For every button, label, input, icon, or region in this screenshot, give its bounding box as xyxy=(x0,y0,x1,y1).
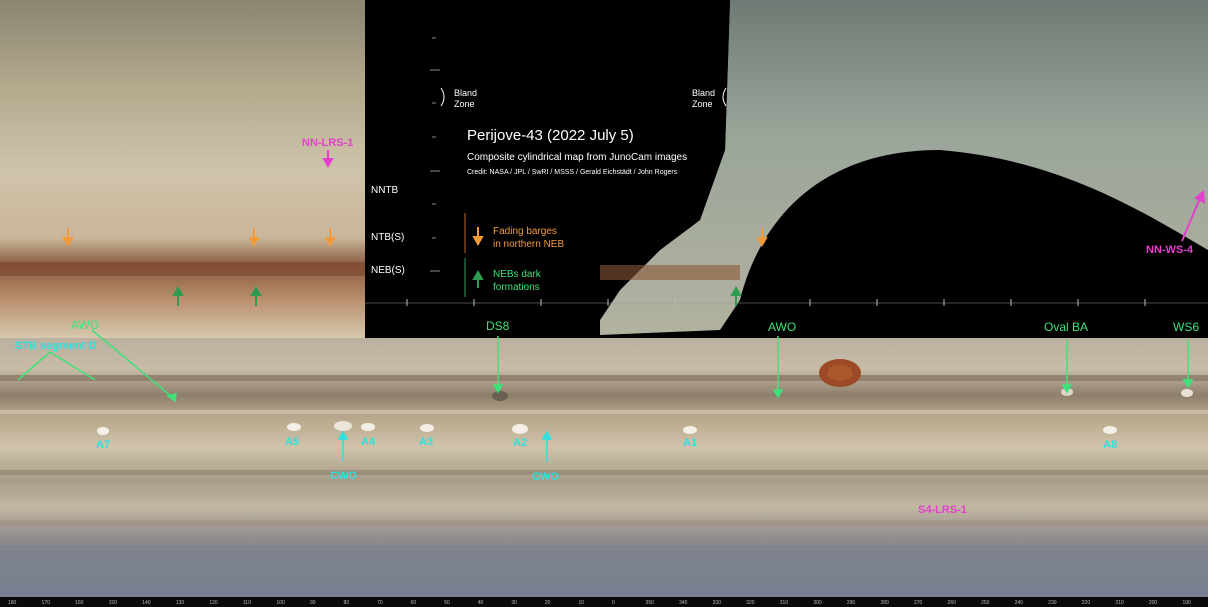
longitude-tick-label: 130 xyxy=(175,600,185,606)
north-centre-void xyxy=(365,0,730,320)
longitude-tick-label: 40 xyxy=(477,600,484,606)
longitude-tick-label: 0 xyxy=(612,600,615,606)
feature-a7: A7 xyxy=(96,439,111,451)
longitude-tick-label: 150 xyxy=(108,600,117,606)
north-left-imagery xyxy=(0,0,365,340)
legend-orange-line1: Fading barges xyxy=(493,226,557,237)
feature-oval-ba: Oval BA xyxy=(1044,320,1089,334)
feature-a4: A4 xyxy=(361,436,376,448)
bland-zone-left-line1: Bland xyxy=(454,88,478,98)
longitude-tick-label: 320 xyxy=(746,600,755,606)
longitude-tick-label: 350 xyxy=(645,600,654,606)
longitude-tick-label: 240 xyxy=(1014,600,1023,606)
longitude-tick-label: 70 xyxy=(377,600,383,606)
feature-a8: A8 xyxy=(1103,439,1118,451)
feature-awo-left: AWO xyxy=(71,318,100,332)
longitude-tick-label: 140 xyxy=(142,600,151,606)
longitude-tick-label: 60 xyxy=(410,600,417,606)
bland-zone-left-line2: Zone xyxy=(454,99,475,109)
feature-a5: A5 xyxy=(285,436,300,448)
longitude-tick-label: 10 xyxy=(578,600,584,606)
feature-ds8: DS8 xyxy=(486,319,510,333)
longitude-tick-label: 210 xyxy=(1115,600,1124,606)
legend-green-line1: NEBs dark xyxy=(493,269,541,280)
longitude-tick-label: 20 xyxy=(544,600,551,606)
longitude-tick-label: 90 xyxy=(310,600,316,606)
legend-orange-line2: in northern NEB xyxy=(493,239,565,250)
feature-s4-lrs-1: S4-LRS-1 xyxy=(918,504,967,516)
longitude-tick-label: 30 xyxy=(511,600,517,606)
feature-a2: A2 xyxy=(513,437,528,449)
bland-zone-right-line1: Bland xyxy=(692,88,716,98)
longitude-tick-label: 340 xyxy=(679,600,688,606)
longitude-tick-label: 290 xyxy=(846,600,856,606)
longitude-tick-label: 250 xyxy=(981,600,990,606)
north-right-imagery xyxy=(600,0,1208,335)
longitude-tick-label: 100 xyxy=(276,600,285,606)
longitude-tick-label: 220 xyxy=(1081,600,1091,606)
legend-green-line2: formations xyxy=(493,282,540,293)
feature-a1: A1 xyxy=(683,437,698,449)
map-title: Perijove-43 (2022 July 5) xyxy=(467,127,634,144)
bland-zone-right-line2: Zone xyxy=(692,99,713,109)
map-subtitle: Composite cylindrical map from JunoCam i… xyxy=(467,152,688,163)
longitude-tick-label: 270 xyxy=(914,600,923,606)
longitude-tick-label: 170 xyxy=(41,600,50,606)
feature-nn-ws-4: NN-WS-4 xyxy=(1146,244,1194,256)
longitude-tick-label: 120 xyxy=(209,600,218,606)
feature-cwo-left: CWO xyxy=(330,470,357,482)
band-nebs: NEB(S) xyxy=(371,265,405,276)
band-ntbs: NTB(S) xyxy=(371,232,405,243)
longitude-tick-label: 330 xyxy=(712,600,721,606)
longitude-tick-label: 180 xyxy=(8,600,17,606)
south-imagery xyxy=(0,338,1208,597)
longitude-tick-label: 200 xyxy=(1148,600,1158,606)
band-nntb: NNTB xyxy=(371,185,399,196)
feature-nn-lrs-1: NN-LRS-1 xyxy=(302,137,354,149)
longitude-tick-label: 300 xyxy=(813,600,822,606)
feature-a3: A3 xyxy=(419,436,434,448)
feature-stb-segment: STB segment D xyxy=(15,340,97,352)
longitude-tick-label: 310 xyxy=(779,600,789,606)
longitude-tick-label: 260 xyxy=(947,600,956,606)
longitude-tick-label: 190 xyxy=(1182,600,1191,606)
feature-ws6: WS6 xyxy=(1173,320,1200,334)
longitude-tick-label: 110 xyxy=(242,600,251,606)
longitude-tick-label: 230 xyxy=(1048,600,1057,606)
longitude-tick-label: 160 xyxy=(75,600,84,606)
longitude-tick-label: 50 xyxy=(444,600,450,606)
longitude-tick-label: 80 xyxy=(343,600,350,606)
longitude-tick-label: 280 xyxy=(880,600,889,606)
map-credit: Credit: NASA / JPL / SwRI / MSSS / Geral… xyxy=(467,169,678,176)
feature-cwo-right: CWO xyxy=(532,471,559,483)
feature-awo-right: AWO xyxy=(768,320,797,334)
